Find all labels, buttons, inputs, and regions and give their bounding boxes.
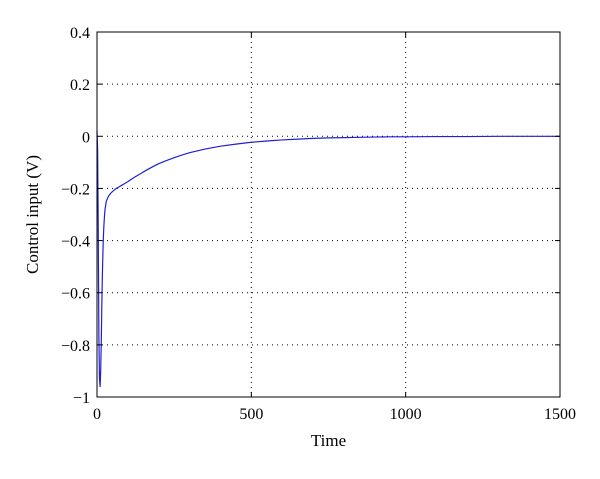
- y-tick-label: −0.4: [61, 234, 90, 251]
- x-axis-label: Time: [311, 431, 346, 450]
- x-tick-labels: 0 500 1000 1500: [93, 406, 576, 423]
- y-tick-label: −1: [73, 390, 90, 407]
- tick-marks: [96, 31, 561, 398]
- y-tick-label: 0.4: [70, 25, 90, 42]
- x-tick-label: 1500: [544, 406, 576, 423]
- y-tick-label: −0.2: [61, 181, 90, 198]
- y-tick-label: −0.8: [61, 338, 90, 355]
- x-tick-label: 1000: [390, 406, 422, 423]
- plot-frame: [96, 31, 561, 398]
- y-tick-labels: −1 −0.8 −0.6 −0.4 −0.2 0 0.2 0.4: [61, 25, 90, 407]
- y-tick-label: −0.6: [61, 286, 90, 303]
- x-tick-label: 500: [239, 406, 263, 423]
- x-tick-label: 0: [93, 406, 101, 423]
- grid-lines: [97, 32, 560, 397]
- y-tick-label: 0: [82, 129, 90, 146]
- series-line: [96, 131, 560, 388]
- series-layer: [96, 131, 560, 388]
- y-axis-label: Control input (V): [23, 155, 42, 274]
- y-tick-label: 0.2: [70, 77, 90, 94]
